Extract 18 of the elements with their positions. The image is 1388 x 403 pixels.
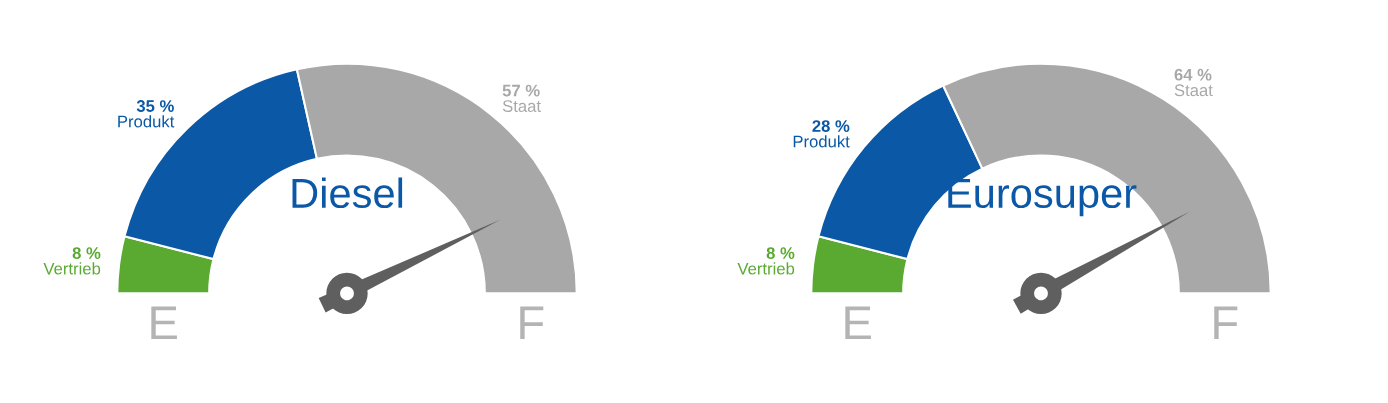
data-label: 28 %	[812, 120, 850, 132]
text: F	[1214, 306, 1238, 340]
data-label: 64 %	[1174, 68, 1212, 81]
slice-label: Produkt	[118, 115, 175, 128]
text: E	[151, 306, 177, 340]
data-label: 8 %	[766, 247, 795, 259]
slice-label: Produkt	[793, 135, 850, 148]
slice-label: Staat	[502, 100, 541, 112]
text: F	[520, 306, 544, 340]
slice-label: Vertrieb	[737, 262, 795, 275]
data-label: 57 %	[502, 84, 540, 97]
slice-label: Staat	[1174, 84, 1213, 97]
text: E	[845, 306, 871, 340]
text: Diesel	[292, 177, 403, 209]
text: Eurosuper	[948, 179, 1137, 217]
data-label: 8 %	[72, 247, 101, 259]
slice-label: Vertrieb	[43, 262, 101, 275]
data-label: 35 %	[136, 100, 174, 112]
